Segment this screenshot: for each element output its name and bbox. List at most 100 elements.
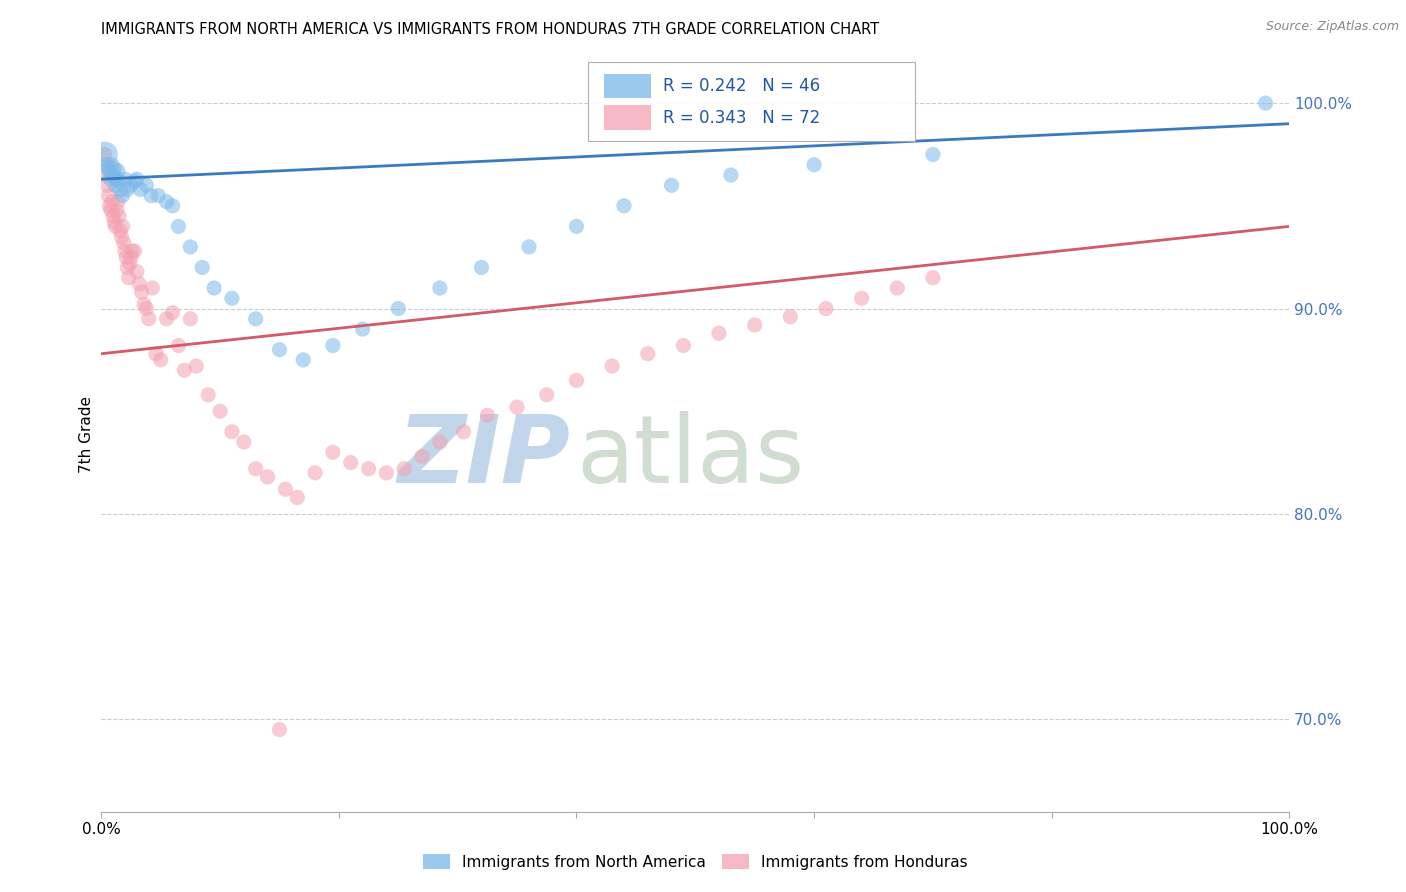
Text: ZIP: ZIP (398, 411, 571, 503)
FancyBboxPatch shape (603, 74, 651, 98)
FancyBboxPatch shape (603, 105, 651, 129)
Point (149, 352, 172, 367)
Point (744, 318, 766, 332)
Point (114, 244, 136, 258)
Point (104, 219, 127, 234)
Point (565, 373, 588, 387)
Point (125, 264, 148, 278)
Point (1254, 96, 1277, 111)
Point (107, 164, 129, 178)
Point (352, 322, 374, 336)
FancyBboxPatch shape (588, 62, 915, 141)
Point (105, 172, 128, 186)
Point (94, 168, 117, 182)
Point (245, 311, 267, 326)
Point (141, 281, 163, 295)
Point (162, 306, 184, 320)
Point (96, 178, 118, 193)
Point (125, 172, 148, 186)
Point (117, 182, 139, 196)
Point (186, 359, 208, 373)
Point (118, 256, 141, 270)
Point (720, 168, 742, 182)
Text: atlas: atlas (576, 411, 804, 503)
Point (536, 388, 558, 402)
Point (107, 194, 129, 209)
Point (779, 310, 801, 324)
Point (162, 199, 184, 213)
Point (672, 338, 695, 352)
Point (322, 445, 344, 459)
Point (661, 178, 683, 193)
Point (97, 188, 120, 202)
Point (274, 483, 297, 497)
Point (111, 188, 134, 202)
Point (111, 219, 134, 234)
Point (191, 260, 214, 275)
Point (429, 435, 451, 450)
Text: Source: ZipAtlas.com: Source: ZipAtlas.com (1265, 20, 1399, 33)
Point (138, 311, 160, 326)
Point (269, 723, 291, 737)
Point (128, 277, 150, 291)
Point (600, 359, 623, 373)
Point (322, 338, 344, 352)
Point (135, 178, 157, 193)
Point (232, 435, 254, 450)
Point (453, 425, 475, 439)
Point (179, 311, 201, 326)
Point (110, 182, 132, 196)
Point (117, 270, 139, 285)
Point (139, 188, 162, 202)
Point (110, 229, 132, 244)
Point (375, 466, 398, 480)
Point (506, 400, 529, 414)
Point (120, 178, 142, 193)
Point (209, 404, 232, 418)
Point (565, 219, 588, 234)
Point (637, 347, 659, 361)
Legend: Immigrants from North America, Immigrants from Honduras: Immigrants from North America, Immigrant… (416, 847, 974, 876)
Point (429, 281, 451, 295)
Point (202, 281, 225, 295)
Point (803, 158, 825, 172)
Point (357, 461, 380, 475)
Point (108, 174, 131, 188)
Point (411, 450, 433, 464)
Point (922, 270, 945, 285)
Point (103, 161, 125, 176)
Point (339, 456, 361, 470)
Point (101, 194, 124, 209)
Point (100, 202, 122, 217)
Point (155, 311, 177, 326)
Point (117, 260, 139, 275)
Point (167, 338, 190, 352)
Point (292, 352, 315, 367)
Point (851, 291, 873, 305)
Point (104, 178, 127, 193)
Point (98, 166, 121, 180)
Point (114, 172, 136, 186)
Point (922, 147, 945, 161)
Point (131, 285, 153, 299)
Point (470, 260, 492, 275)
Point (707, 326, 730, 341)
Point (108, 209, 131, 223)
Point (477, 409, 499, 423)
Point (94, 147, 117, 161)
Point (221, 425, 243, 439)
Text: IMMIGRANTS FROM NORTH AMERICA VS IMMIGRANTS FROM HONDURAS 7TH GRADE CORRELATION : IMMIGRANTS FROM NORTH AMERICA VS IMMIGRA… (101, 22, 879, 37)
Point (148, 188, 170, 202)
Point (120, 250, 142, 264)
Point (285, 491, 308, 505)
Text: R = 0.343   N = 72: R = 0.343 N = 72 (664, 109, 821, 127)
Point (886, 281, 908, 295)
Point (129, 182, 152, 196)
Point (132, 297, 155, 311)
Point (387, 301, 409, 316)
Point (124, 244, 146, 258)
Point (121, 244, 143, 258)
Text: R = 0.242   N = 46: R = 0.242 N = 46 (664, 77, 820, 95)
Point (814, 301, 837, 316)
Point (100, 172, 122, 186)
